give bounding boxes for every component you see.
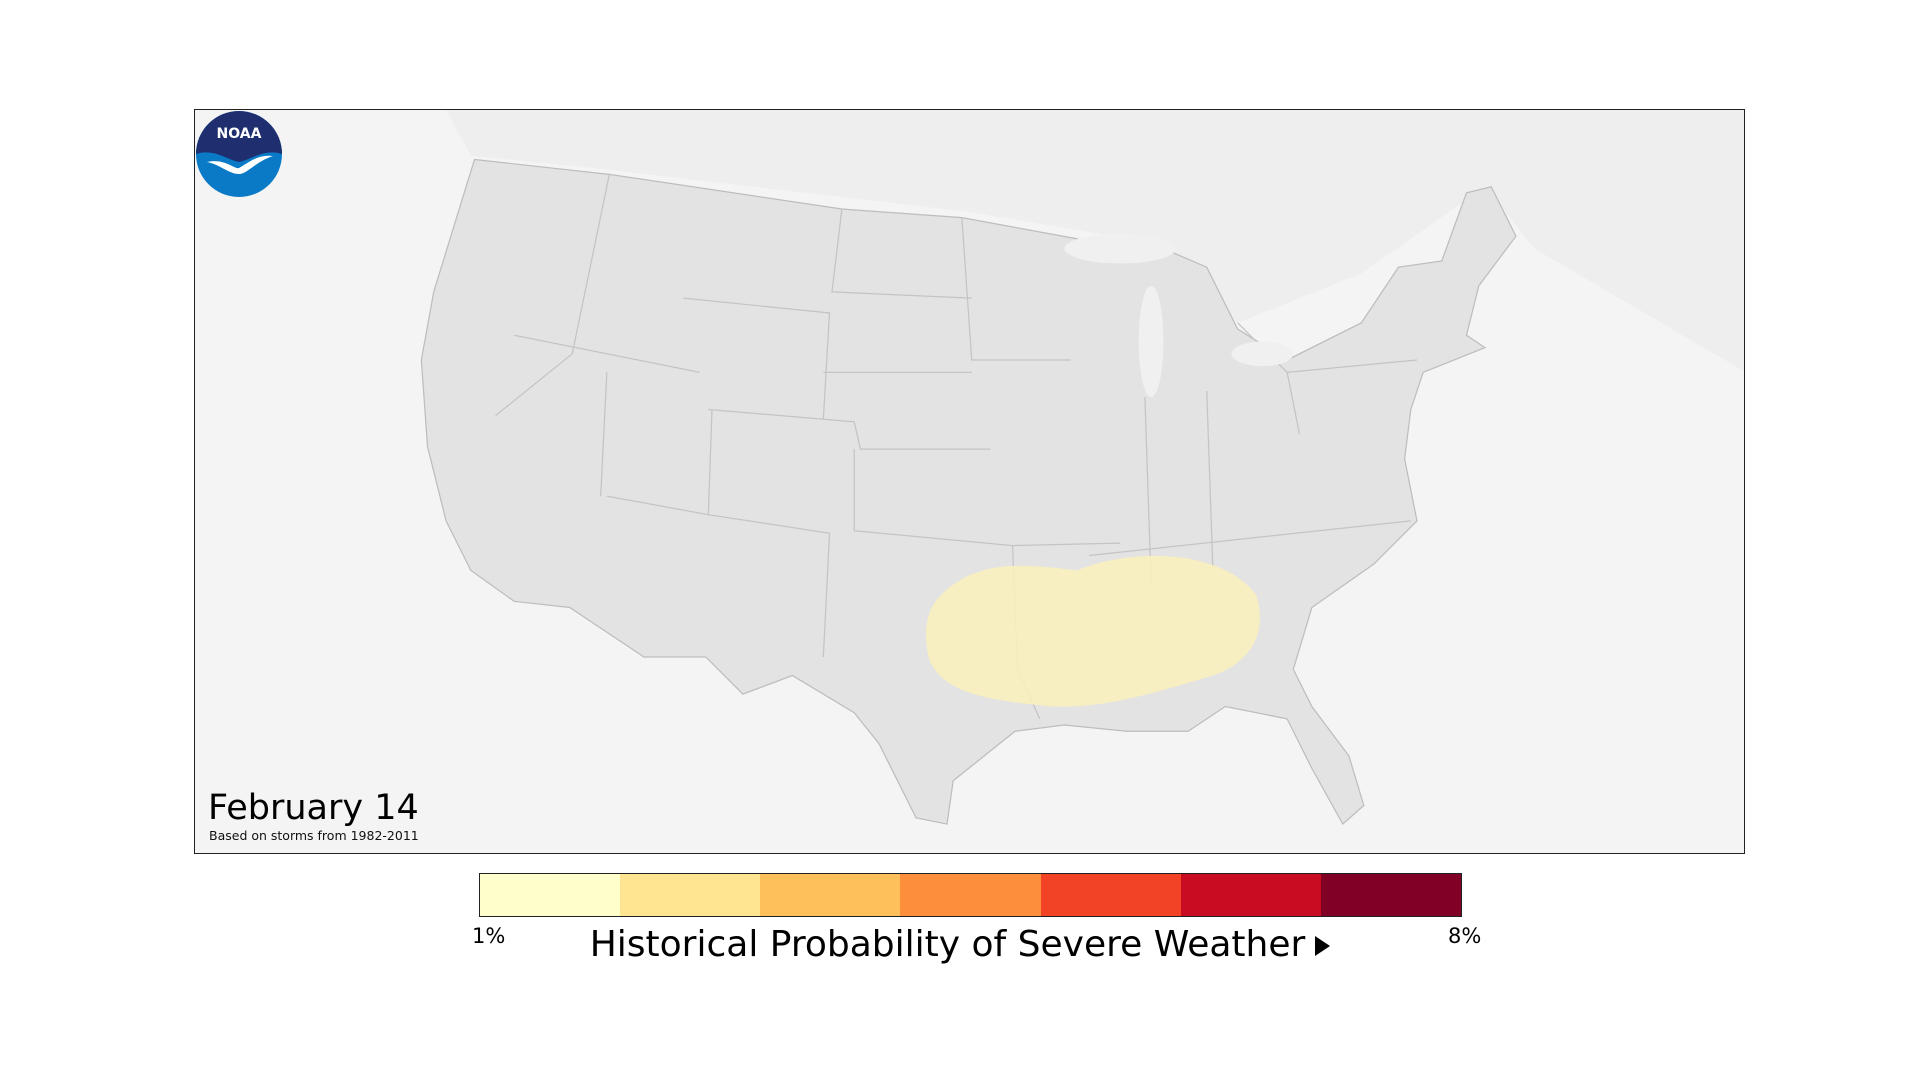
- canada-land: [446, 110, 1744, 372]
- legend-color-4: [900, 874, 1041, 916]
- great-lakes: [1064, 233, 1294, 398]
- legend-color-5: [1040, 874, 1181, 916]
- play-arrow-icon[interactable]: [1315, 936, 1331, 956]
- legend-color-1: [480, 874, 621, 916]
- noaa-logo-text: NOAA: [217, 126, 262, 142]
- legend-color-7: [1320, 874, 1461, 916]
- probability-area-1pct: [926, 555, 1261, 707]
- map-subtitle: Based on storms from 1982-2011: [209, 828, 419, 843]
- noaa-logo: NOAA: [196, 111, 282, 197]
- map-panel: February 14 Based on storms from 1982-20…: [194, 109, 1745, 854]
- us-map: [195, 110, 1744, 853]
- legend-min-label: 1%: [472, 924, 506, 948]
- legend-title-text: Historical Probability of Severe Weather: [589, 924, 1306, 965]
- map-title: February 14: [208, 788, 419, 828]
- legend-colorbar: [479, 873, 1462, 917]
- legend-color-2: [620, 874, 761, 916]
- legend-title: Historical Probability of Severe Weather: [0, 924, 1920, 965]
- legend-color-3: [760, 874, 901, 916]
- legend-color-6: [1180, 874, 1321, 916]
- legend-max-label: 8%: [1448, 924, 1482, 948]
